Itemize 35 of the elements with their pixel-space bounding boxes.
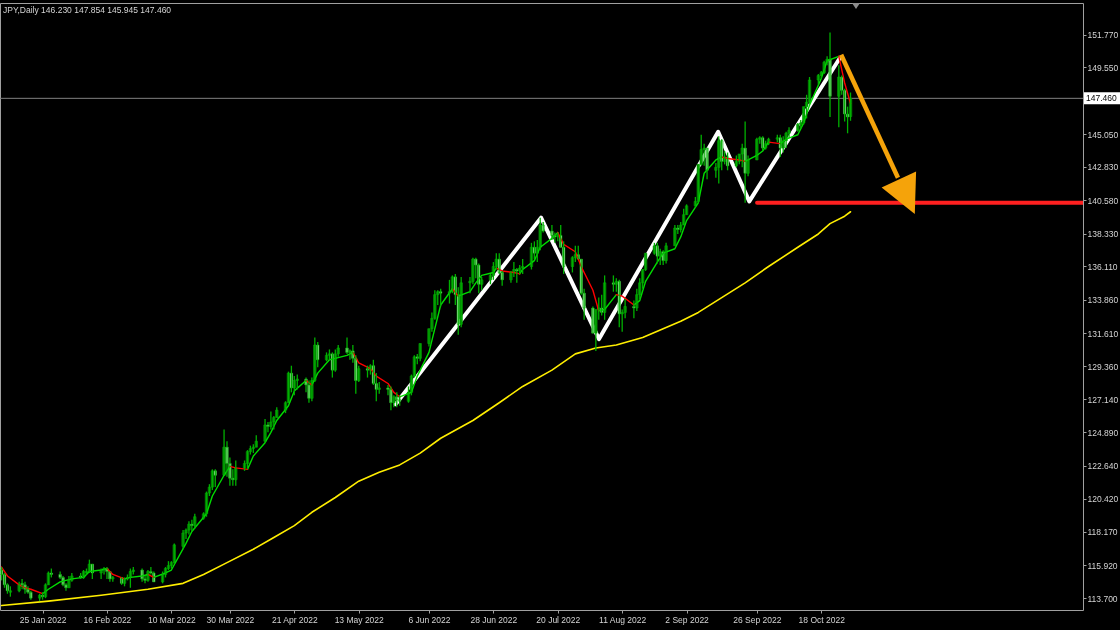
x-tick-label: 18 Oct 2022 [798,614,846,625]
y-tick-label: 142.830 [1087,162,1119,173]
x-tick-label: 6 Jun 2022 [408,614,451,625]
candlestick [172,542,176,565]
y-tick-label: 133.860 [1087,295,1119,306]
x-tick-label: 16 Feb 2022 [83,614,132,625]
ref-line-label: 147.460 [1086,93,1117,104]
y-tick-label: 131.610 [1087,328,1119,339]
y-tick-label: 120.420 [1087,494,1119,505]
y-tick-label: 149.550 [1087,62,1119,73]
x-tick-label: 2 Sep 2022 [665,614,710,625]
x-tick-label: 21 Apr 2022 [271,614,319,625]
x-tick-label: 30 Mar 2022 [206,614,255,625]
y-tick-label: 122.640 [1087,461,1119,472]
x-tick-label: 11 Aug 2022 [599,614,647,625]
x-tick-label: 25 Jan 2022 [19,614,67,625]
x-tick-label: 13 May 2022 [334,614,385,625]
candlestick [603,274,607,321]
y-tick-label: 113.700 [1087,593,1118,604]
y-tick-label: 151.770 [1087,30,1119,41]
y-tick-label: 124.890 [1087,427,1119,438]
y-tick-label: 127.140 [1087,394,1119,405]
x-tick-label: 26 Sep 2022 [733,614,782,625]
y-tick-label: 138.330 [1087,229,1119,240]
chart-title: JPY,Daily 146.230 147.854 145.945 147.460 [3,4,172,15]
y-tick-label: 145.050 [1087,129,1119,140]
y-tick-label: 115.920 [1087,560,1118,571]
x-tick-label: 28 Jun 2022 [470,614,518,625]
x-tick-label: 10 Mar 2022 [148,614,196,625]
y-tick-label: 129.360 [1087,361,1119,372]
line-series [0,210,852,607]
y-tick-label: 136.110 [1087,261,1118,272]
y-tick-label: 118.170 [1087,527,1118,538]
y-tick-label: 140.580 [1087,195,1119,206]
x-tick-label: 20 Jul 2022 [536,614,581,625]
